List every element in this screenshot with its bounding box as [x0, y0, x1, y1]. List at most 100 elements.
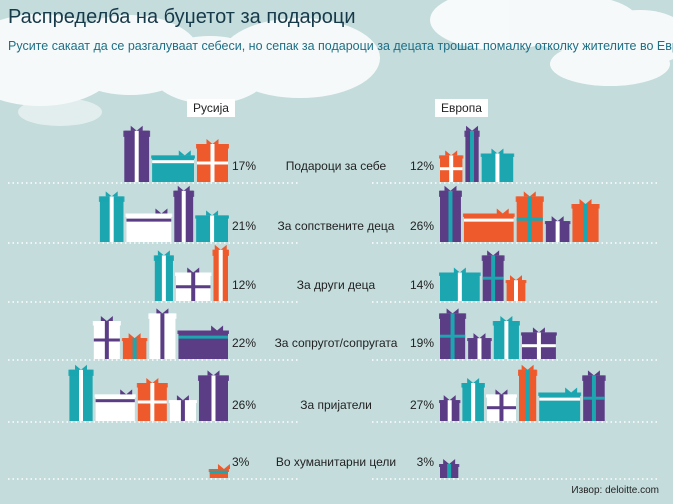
russia-gift-mark: [209, 470, 228, 474]
russia-gift-row: [98, 185, 229, 242]
russia-gift-mark: [152, 155, 194, 182]
russia-gift-mark: [100, 316, 113, 321]
europe-gift-mark: [463, 213, 514, 242]
europe-gift-mark: [516, 217, 543, 221]
europe-gift-mark: [482, 276, 504, 280]
chart-title: Распределба на буџетот за подароци: [8, 6, 356, 28]
russia-gift-mark: [214, 244, 227, 250]
category-label: За сопствените деца: [278, 219, 395, 233]
europe-value-label: 26%: [410, 219, 434, 233]
europe-gift-mark: [539, 397, 581, 401]
russia-gift-mark: [160, 313, 165, 359]
russia-gift-mark: [125, 213, 173, 217]
europe-gift-mark: [444, 185, 457, 191]
europe-gift-row: [439, 364, 606, 421]
russia-gift-mark: [152, 160, 194, 164]
russia-value-label: 26%: [232, 398, 256, 412]
russia-gift-mark: [210, 215, 215, 242]
europe-gift-mark: [448, 190, 453, 242]
russia-gift-mark: [79, 369, 84, 421]
russia-gift-mark: [206, 139, 219, 144]
europe-gift-mark: [447, 400, 452, 421]
europe-gift-mark: [555, 221, 560, 242]
europe-value-label: 12%: [410, 159, 434, 173]
europe-gift-mark: [463, 218, 514, 222]
russia-gift-mark: [206, 210, 219, 216]
russia-gift-mark: [180, 400, 185, 421]
europe-gift-mark: [447, 464, 452, 478]
russia-gift-row: [123, 125, 229, 182]
russia-gift-mark: [120, 389, 133, 395]
europe-gift-mark: [583, 204, 588, 242]
russia-gift-mark: [207, 370, 220, 376]
category-label: За пријатели: [300, 398, 372, 412]
europe-gift-mark: [443, 459, 456, 464]
russia-gift-mark: [208, 469, 229, 472]
category-label: За сопругот/сопругата: [275, 336, 398, 350]
russia-gift-mark: [130, 125, 143, 131]
europe-value-label: 3%: [417, 455, 435, 469]
russia-gift-mark: [132, 338, 137, 359]
europe-gift-mark: [504, 321, 509, 359]
category-label: За други деца: [297, 278, 376, 292]
russia-gift-mark: [126, 213, 172, 242]
europe-value-label: 19%: [410, 336, 434, 350]
russia-gift-mark: [178, 330, 228, 359]
russia-gift-row: [68, 364, 229, 421]
russia-gift-mark: [146, 378, 159, 383]
russia-gift-mark: [75, 364, 88, 370]
europe-gift-row: [439, 185, 600, 242]
europe-gift-mark: [500, 316, 513, 321]
europe-gift-mark: [565, 387, 578, 393]
russia-value-label: 21%: [232, 219, 256, 233]
europe-gift-mark: [462, 213, 515, 217]
series-header-europe: Европа: [435, 99, 488, 117]
series-header-russia: Русија: [187, 99, 235, 117]
europe-gift-mark: [495, 389, 508, 395]
russia-gift-mark: [196, 161, 228, 165]
source-note: Извор: deloitte.com: [571, 485, 659, 496]
russia-gift-mark: [151, 155, 195, 159]
europe-gift-mark: [523, 191, 536, 197]
europe-gift-mark: [440, 167, 463, 171]
russia-gift-mark: [155, 208, 168, 214]
russia-gift-mark: [181, 190, 186, 242]
europe-gift-mark: [453, 267, 466, 273]
europe-gift-mark: [496, 208, 509, 214]
europe-gift-mark: [445, 150, 458, 156]
russia-gift-mark: [161, 255, 166, 301]
russia-gift-mark: [109, 196, 114, 242]
russia-gift-mark: [175, 285, 211, 289]
europe-gift-mark: [473, 333, 486, 339]
russia-gift-mark: [126, 218, 172, 222]
europe-gift-mark: [551, 216, 564, 222]
europe-gift-mark: [466, 125, 479, 131]
russia-gift-mark: [178, 150, 191, 156]
europe-gift-mark: [495, 153, 500, 182]
russia-gift-mark: [134, 130, 139, 182]
europe-gift-mark: [470, 130, 475, 182]
europe-gift-mark: [491, 148, 504, 154]
russia-value-label: 3%: [232, 455, 250, 469]
russia-gift-mark: [177, 185, 190, 191]
russia-gift-mark: [177, 330, 229, 334]
europe-gift-mark: [446, 308, 459, 314]
europe-gift-mark: [457, 272, 462, 301]
russia-gift-row: [92, 308, 229, 359]
russia-gift-mark: [105, 191, 118, 197]
russia-gift-mark: [178, 335, 228, 339]
europe-gift-mark: [539, 392, 581, 421]
russia-gift-mark: [176, 395, 189, 401]
europe-gift-mark: [467, 378, 480, 383]
europe-gift-row: [439, 459, 460, 478]
russia-gift-mark: [211, 325, 224, 331]
europe-gift-row: [439, 308, 557, 359]
europe-gift-mark: [583, 396, 605, 400]
europe-gift-mark: [443, 395, 456, 401]
europe-gift-mark: [532, 327, 545, 333]
europe-gift-mark: [487, 250, 500, 256]
europe-gift-mark: [538, 392, 582, 396]
